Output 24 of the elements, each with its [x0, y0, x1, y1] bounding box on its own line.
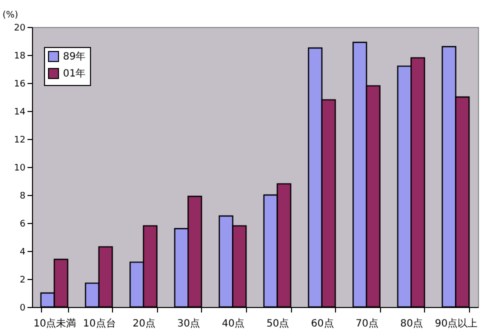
y-tick-label: 8: [20, 192, 26, 202]
y-tick-label: 18: [14, 52, 26, 62]
y-tick-label: 4: [20, 248, 26, 258]
y-tick-label: 16: [14, 80, 26, 90]
y-tick-label: 14: [14, 108, 26, 118]
y-tick-label: 6: [20, 220, 26, 230]
x-tick-label: 30点: [177, 318, 200, 330]
x-tick-label: 90点以上: [434, 318, 478, 330]
y-tick-label: 20: [14, 24, 26, 34]
x-tick-label: 10点台: [83, 318, 116, 330]
y-tick-label: 10: [14, 164, 26, 174]
legend-label: 89年: [63, 50, 86, 62]
x-tick-label: 70点: [356, 318, 378, 330]
x-tick-label: 40点: [222, 318, 245, 330]
x-tick-label: 50点: [266, 318, 290, 330]
y-tick-label: 12: [14, 136, 26, 146]
y-tick-label: 0: [20, 304, 26, 314]
x-tick-label: 80点: [400, 318, 423, 330]
legend-label: 01年: [63, 68, 86, 80]
x-tick-label: 20点: [132, 318, 156, 330]
x-tick-label: 10点未満: [33, 318, 76, 330]
y-tick-label: 2: [20, 276, 26, 286]
x-tick-label: 60点: [311, 318, 334, 330]
y-axis-title: (%): [2, 10, 18, 20]
